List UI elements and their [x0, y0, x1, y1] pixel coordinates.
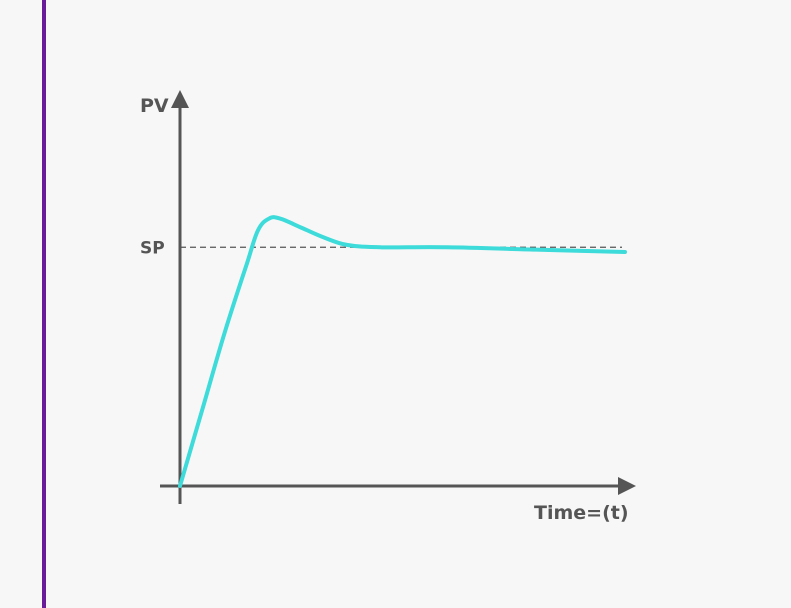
y-axis-arrowhead [171, 90, 189, 108]
process-variable-curve [178, 215, 627, 488]
x-axis-label: Time=(t) [534, 502, 629, 524]
x-axis-arrowhead [618, 477, 636, 495]
setpoint-label: SP [140, 238, 165, 258]
left-accent-rule [42, 0, 46, 608]
y-axis-label: PV [140, 95, 169, 117]
